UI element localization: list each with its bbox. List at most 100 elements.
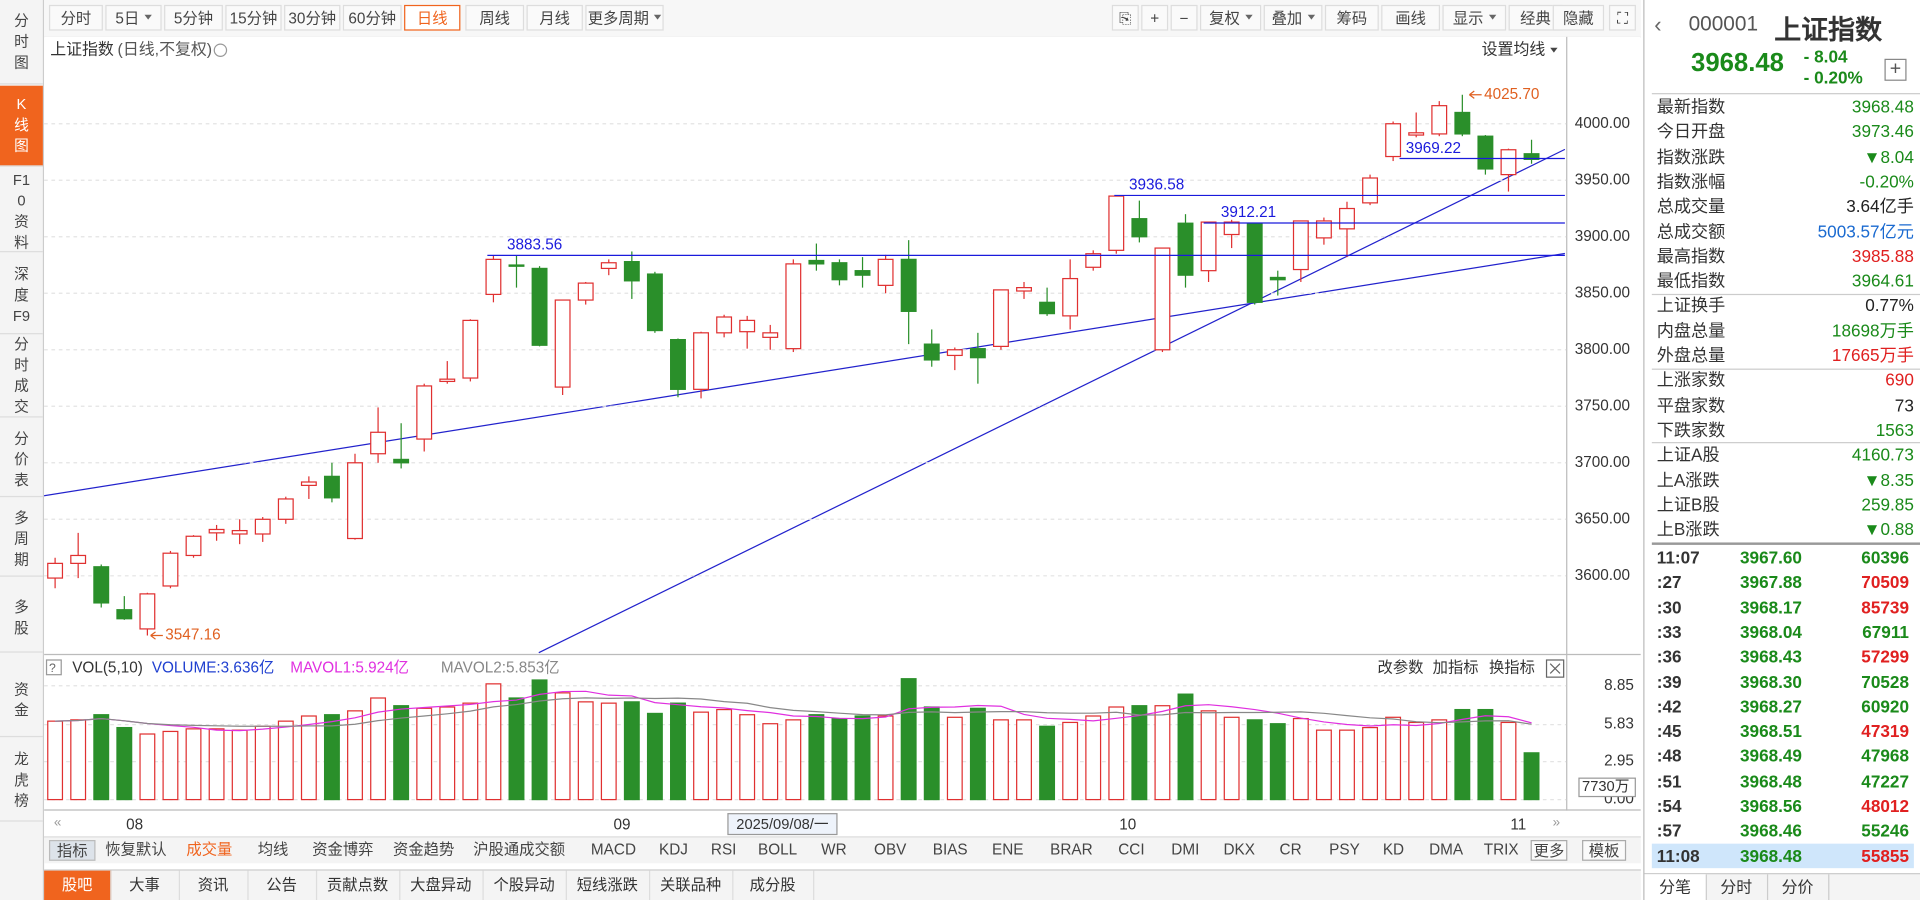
bottom-tab[interactable]: 短线涨跌 (566, 870, 651, 900)
x-tick-label: 10 (1119, 816, 1136, 833)
indicator-tab[interactable]: CCI (1118, 841, 1145, 859)
settings-icon[interactable] (213, 43, 228, 57)
indicator-tab[interactable]: 均线 (257, 841, 289, 859)
close-icon[interactable] (1545, 659, 1565, 678)
bottom-tab[interactable]: 资讯 (179, 870, 249, 900)
candle-body (1039, 301, 1056, 315)
indicator-tab[interactable]: 恢复默认 (105, 841, 167, 859)
y-tick-label: 4000.00 (1575, 115, 1630, 132)
indicator-tab[interactable]: DMI (1171, 841, 1200, 859)
zoom-button[interactable]: ⎘ (1111, 4, 1139, 31)
nav-tab[interactable]: F10资料 (0, 171, 43, 253)
indicator-tab[interactable]: KD (1382, 841, 1405, 859)
tool-button[interactable]: 显示 (1442, 4, 1507, 31)
bottom-tab[interactable]: 大盘异动 (399, 870, 484, 900)
nav-tab[interactable]: 分时图 (0, 0, 43, 85)
indicator-tab[interactable]: 模板 (1582, 840, 1627, 861)
change: - 8.04 (1803, 46, 1848, 67)
period-button[interactable]: 15分钟 (225, 4, 282, 31)
indicator-tab[interactable]: PSY (1329, 841, 1360, 859)
tool-button[interactable]: 叠加 (1263, 4, 1323, 31)
nav-tab-label: 多周期 (14, 508, 29, 568)
bottom-tab[interactable]: 大事 (110, 870, 181, 900)
indicator-tab[interactable]: BOLL (757, 841, 798, 859)
nav-tab[interactable]: 深度F9 (0, 257, 43, 335)
indicator-tab[interactable]: WR (821, 841, 847, 859)
indicator-tab[interactable]: 成交量 (186, 841, 233, 859)
indicator-tab[interactable]: 资金博弈 (312, 841, 374, 859)
tool-button[interactable]: 隐藏 (1552, 4, 1605, 31)
indicator-tab[interactable]: ENE (992, 841, 1024, 859)
zoom-button[interactable]: − (1170, 4, 1198, 31)
nav-tab[interactable]: 多股 (0, 585, 43, 653)
indicator-tab[interactable]: RSI (710, 841, 737, 859)
tick-volume: 85739 (1861, 597, 1909, 617)
bottom-tab[interactable]: 关联品种 (649, 870, 734, 900)
quote-label: 最新指数 (1656, 96, 1726, 117)
indicator-tab[interactable]: CR (1279, 841, 1302, 859)
period-button[interactable]: 60分钟 (342, 4, 402, 31)
volume-bar (277, 720, 294, 801)
indicator-tab[interactable]: 指标 (48, 840, 96, 861)
fullscreen-button[interactable]: ⛶ (1608, 4, 1636, 31)
nav-tab[interactable]: 多周期 (0, 502, 43, 577)
quote-row: 内盘总量 18698万手 (1657, 318, 1914, 342)
vol-action[interactable]: 换指标 (1489, 660, 1535, 677)
indicator-tab[interactable]: BIAS (932, 841, 968, 859)
add-button[interactable]: + (1884, 58, 1907, 81)
candle-body (554, 299, 571, 388)
candle-body (1223, 221, 1240, 236)
period-button[interactable]: 月线 (526, 4, 583, 31)
indicator-tab[interactable]: KDJ (659, 841, 688, 859)
nav-tab[interactable]: 分时成交 (0, 334, 43, 418)
period-button[interactable]: 周线 (465, 4, 525, 31)
indicator-tab[interactable]: DKX (1223, 841, 1255, 859)
indicator-tab[interactable]: 资金趋势 (393, 841, 455, 859)
bottom-tab[interactable]: 股吧 (44, 870, 112, 900)
vol-action[interactable]: 加指标 (1433, 660, 1479, 677)
level-label: 3912.21 (1221, 204, 1276, 221)
period-button[interactable]: 更多周期 (585, 4, 664, 31)
indicator-tab[interactable]: MACD (590, 841, 637, 859)
indicator-tab[interactable]: 更多 (1530, 840, 1568, 861)
side-tab[interactable]: 分时 (1706, 874, 1769, 900)
left-nav: 分时图 K线图 F10资料 深度F9 分时成交 分价表多周期多股资金 龙虎榜 (0, 0, 45, 900)
candle-body (254, 518, 271, 535)
zoom-button[interactable]: + (1141, 4, 1169, 31)
period-button[interactable]: 5分钟 (164, 4, 223, 31)
nav-tab[interactable]: 资金 (0, 665, 43, 738)
indicator-tab[interactable]: TRIX (1483, 841, 1519, 859)
volume-bar (1315, 729, 1332, 801)
indicator-tab[interactable]: BRAR (1050, 841, 1093, 859)
period-button[interactable]: 日线 (404, 4, 461, 31)
quote-value: 3968.48 (1851, 96, 1914, 117)
period-button[interactable]: 5日 (105, 4, 162, 31)
volume-bar (1385, 716, 1402, 801)
indicator-tab[interactable]: 沪股通成交额 (473, 841, 566, 859)
back-arrow[interactable]: ‹ (1654, 12, 1662, 37)
nav-tab[interactable]: K线图 (0, 85, 43, 167)
bottom-tab[interactable]: 公告 (247, 870, 318, 900)
side-tab[interactable]: 分笔 (1644, 874, 1707, 900)
period-button[interactable]: 分时 (48, 4, 103, 31)
ma-setting[interactable]: 设置均线 (1482, 40, 1546, 58)
indicator-tab[interactable]: DMA (1429, 841, 1464, 859)
candle-body (923, 343, 940, 361)
tool-button[interactable]: 筹码 (1324, 4, 1379, 31)
quote-panel: ‹ 000001 上证指数 3968.48 - 8.04 - 0.20% + 最… (1643, 0, 1920, 900)
bottom-tab[interactable]: 个股异动 (482, 870, 567, 900)
period-button[interactable]: 30分钟 (284, 4, 341, 31)
nav-tab[interactable]: 龙虎榜 (0, 741, 43, 822)
scroll-right[interactable]: » (1553, 814, 1560, 829)
vol-action[interactable]: 改参数 (1378, 660, 1424, 677)
tool-button[interactable]: 复权 (1200, 4, 1262, 31)
change-pct: - 0.20% (1803, 67, 1863, 87)
bottom-tab[interactable]: 贡献点数 (316, 870, 401, 900)
tool-button[interactable]: 画线 (1381, 4, 1441, 31)
nav-tab[interactable]: 分价表 (0, 422, 43, 498)
indicator-tab[interactable]: OBV (874, 841, 907, 859)
scroll-left[interactable]: « (54, 814, 61, 829)
help-icon[interactable] (45, 659, 62, 676)
side-tab[interactable]: 分价 (1767, 874, 1830, 900)
bottom-tab[interactable]: 成分股 (732, 870, 815, 900)
